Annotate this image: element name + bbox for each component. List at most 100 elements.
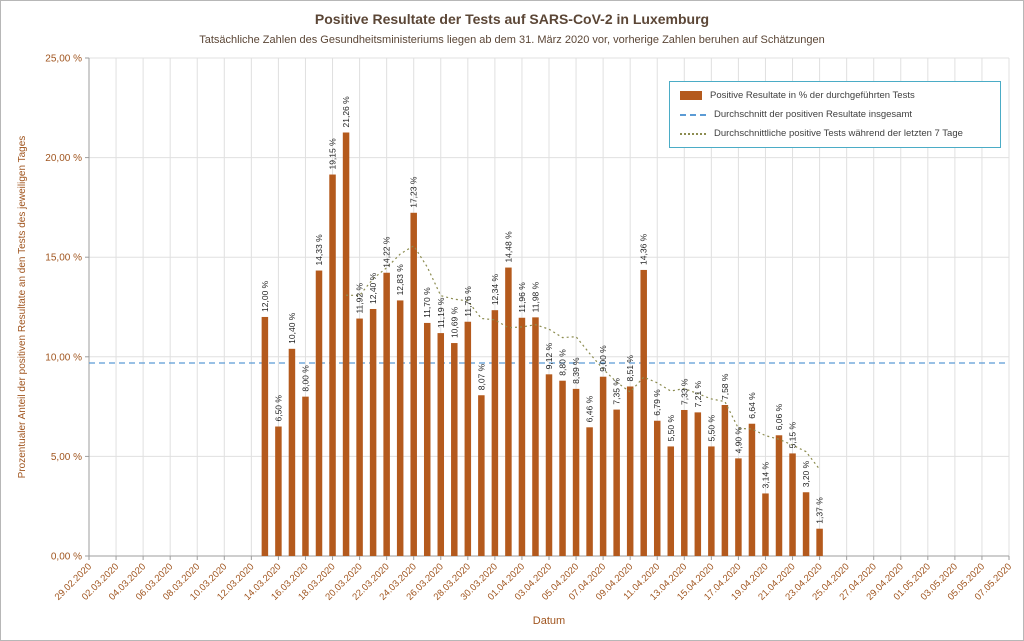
bar [464, 321, 472, 556]
chart-title: Positive Resultate der Tests auf SARS-Co… [314, 11, 710, 27]
bar-value-label: 11,70 % [422, 287, 432, 318]
bar-value-label: 19,15 % [328, 138, 338, 170]
bar [816, 528, 823, 556]
bar [640, 269, 647, 556]
bar-value-label: 8,39 % [571, 357, 581, 384]
bar [410, 212, 417, 557]
bar [329, 174, 336, 557]
bar-value-label: 7,33 % [679, 378, 689, 405]
bar-value-label: 8,51 % [625, 355, 635, 382]
bar [275, 426, 282, 556]
bar-value-label: 10,40 % [287, 312, 297, 344]
legend-item-bars: Positive Resultate in % der durchgeführt… [680, 90, 990, 101]
bar-value-label: 7,21 % [693, 380, 703, 407]
y-tick-label: 25,00 % [45, 54, 82, 65]
bar [302, 396, 309, 556]
bar-value-label: 11,96 % [517, 282, 527, 313]
bar [748, 423, 756, 556]
bar [572, 388, 580, 556]
bar-value-label: 6,64 % [747, 392, 757, 419]
bar-value-label: 3,14 % [760, 462, 770, 489]
legend-label-bars: Positive Resultate in % der durchgeführt… [710, 90, 915, 101]
bar-value-label: 4,90 % [733, 426, 743, 453]
bar [599, 376, 607, 556]
bar-value-label: 11,92 % [355, 283, 365, 314]
bar [545, 374, 553, 556]
bar-value-label: 11,98 % [530, 281, 540, 312]
bar [762, 493, 769, 556]
bar [518, 317, 526, 556]
dotted-line-swatch-icon [680, 132, 706, 135]
bar [423, 322, 431, 556]
dashed-line-swatch-icon [680, 113, 706, 116]
bar [532, 317, 539, 556]
bar-value-label: 6,46 % [585, 395, 595, 422]
rolling-average-line [346, 244, 821, 470]
x-axis-title: Datum [532, 615, 566, 627]
bar [261, 316, 269, 556]
bar-value-label: 12,40 % [368, 272, 378, 304]
y-tick-label: 5,00 % [51, 452, 82, 463]
legend-item-rolling: Durchschnittliche positive Tests während… [680, 128, 990, 139]
y-tick-label: 10,00 % [45, 352, 82, 363]
bar-value-label: 14,48 % [503, 231, 513, 263]
bar [789, 453, 796, 556]
chart-subtitle: Tatsächliche Zahlen des Gesundheitsminis… [199, 34, 825, 46]
bar [383, 272, 390, 556]
bar [369, 308, 377, 556]
bar-value-label: 6,50 % [273, 395, 283, 422]
legend-label-average: Durchschnitt der positiven Resultate ins… [714, 109, 913, 120]
bar [478, 395, 485, 556]
bar-value-label: 8,07 % [476, 363, 486, 390]
bar-value-labels: 12,00 % 6,50 % 10,40 % 8,00 % 14,33 % 19,15 %… [260, 96, 825, 524]
bar [559, 380, 566, 556]
bar [735, 458, 742, 556]
y-tick-label: 20,00 % [45, 153, 82, 164]
bar-series-swatch-icon [680, 91, 702, 100]
bar-value-label: 8,80 % [558, 349, 568, 376]
bar-value-label: 6,79 % [652, 389, 662, 416]
bar-value-label: 21,26 % [341, 96, 351, 128]
bar-value-label: 7,35 % [612, 378, 622, 405]
bar-value-label: 10,69 % [449, 306, 459, 338]
bar-value-label: 11,76 % [463, 286, 473, 317]
bar-series [261, 132, 823, 557]
bar [626, 386, 634, 556]
legend: Positive Resultate in % der durchgeführt… [669, 81, 1001, 148]
bar-value-label: 8,00 % [300, 365, 310, 392]
bar-value-label: 6,06 % [774, 403, 784, 430]
bar [667, 446, 675, 556]
bar [288, 348, 296, 556]
bar [613, 409, 620, 556]
bar [721, 405, 729, 556]
bar [451, 343, 458, 556]
bar [315, 270, 323, 556]
bar-value-label: 5,50 % [706, 415, 716, 442]
bar [802, 492, 810, 556]
bar-value-label: 14,36 % [639, 233, 649, 265]
bar-value-label: 5,15 % [788, 422, 798, 449]
legend-label-rolling: Durchschnittliche positive Tests während… [714, 128, 963, 139]
bar [342, 132, 350, 556]
bar-value-label: 12,34 % [490, 274, 500, 306]
bar [356, 318, 363, 556]
bar [505, 267, 512, 556]
bar [491, 310, 499, 556]
y-axis-title: Prozentualer Anteil der positiven Result… [17, 135, 28, 479]
y-tick-labels: 0,00 % 5,00 % 10,00 % 15,00 % 20,00 % 25,00 % [45, 54, 82, 563]
x-tick-labels: 29.02.202002.03.202004.03.202006.03.2020… [53, 561, 1014, 602]
bar [586, 427, 593, 556]
bar [708, 446, 715, 556]
y-tick-label: 0,00 % [51, 552, 82, 563]
bar [681, 409, 688, 556]
bar [694, 412, 702, 556]
bar-value-label: 9,00 % [598, 345, 608, 372]
bar-value-label: 11,19 % [436, 297, 446, 328]
bar-value-label: 12,83 % [395, 264, 405, 296]
bar [653, 420, 661, 556]
bar-value-label: 17,23 % [409, 176, 419, 208]
bar-value-label: 12,00 % [260, 280, 270, 312]
bar [396, 300, 404, 556]
